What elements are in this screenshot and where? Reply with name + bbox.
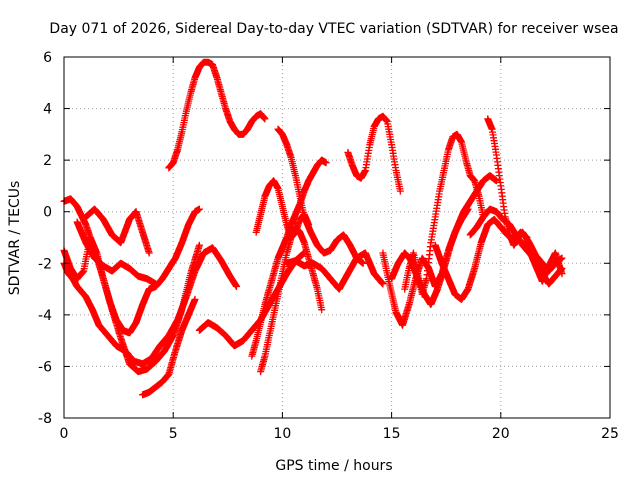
data-point-markers <box>139 295 199 399</box>
y-axis-label: SDTVAR / TECUs <box>7 181 23 296</box>
y-tick-label: -2 <box>38 256 52 272</box>
series-track-4 <box>73 218 160 288</box>
x-tick-label: 10 <box>273 426 291 442</box>
y-tick-label: 4 <box>43 102 52 118</box>
data-marks <box>60 58 566 399</box>
plot-frame <box>63 56 611 419</box>
y-tick-label: 0 <box>43 205 52 221</box>
x-tick-label: 15 <box>383 426 401 442</box>
y-tick-label: -8 <box>38 411 52 427</box>
x-tick-label: 0 <box>60 426 69 442</box>
series-track-14 <box>344 112 404 195</box>
x-tick-label: 5 <box>169 426 178 442</box>
y-tick-label: -4 <box>38 308 52 324</box>
series-track-11 <box>252 177 313 241</box>
x-tick-label: 25 <box>601 426 619 442</box>
data-point-markers <box>73 218 160 288</box>
series-track-21 <box>519 239 566 285</box>
series-track-6 <box>165 58 269 172</box>
series-track-13 <box>283 249 387 293</box>
data-point-markers <box>388 172 500 308</box>
axis-ticks: 0 5 10 15 20 25 -8 -6 -4 -2 0 2 4 6 <box>38 50 619 442</box>
data-point-markers <box>344 112 404 195</box>
data-point-markers <box>252 177 313 241</box>
series-track-17 <box>388 172 500 308</box>
chart-title: Day 071 of 2026, Sidereal Day-to-day VTE… <box>49 21 618 37</box>
data-point-markers <box>283 249 387 293</box>
x-axis-label: GPS time / hours <box>275 458 392 474</box>
y-tick-label: -6 <box>38 359 52 375</box>
x-tick-label: 20 <box>492 426 510 442</box>
grid-lines <box>64 57 610 418</box>
data-point-markers <box>82 205 153 257</box>
series-track-5 <box>82 205 153 257</box>
series-track-7 <box>139 295 199 399</box>
y-tick-label: 6 <box>43 50 52 66</box>
data-point-markers <box>165 58 269 172</box>
series-track-12 <box>274 125 367 267</box>
data-point-markers <box>519 239 566 285</box>
data-point-markers <box>274 125 367 267</box>
y-tick-label: 2 <box>43 153 52 169</box>
